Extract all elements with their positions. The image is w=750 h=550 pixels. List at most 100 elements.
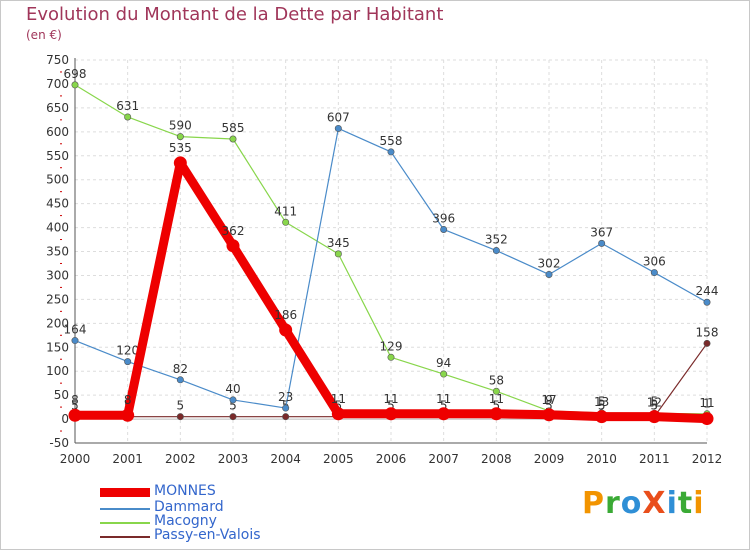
data-label: 11	[331, 392, 346, 406]
data-point	[229, 413, 237, 421]
data-label: 40	[225, 382, 240, 396]
data-label: 13	[594, 395, 609, 409]
data-label: 5	[493, 399, 501, 413]
data-label: 11	[489, 392, 504, 406]
data-point	[492, 387, 500, 395]
data-point	[542, 408, 556, 422]
x-tick-label: 2009	[534, 452, 565, 466]
data-label: 120	[116, 344, 139, 358]
data-point	[229, 396, 237, 404]
data-point	[703, 298, 711, 306]
data-label: 5	[651, 395, 659, 409]
legend-swatch	[100, 522, 150, 524]
legend-label: MONNES	[154, 483, 216, 499]
data-label: 244	[696, 284, 719, 298]
data-point	[229, 135, 237, 143]
data-label: 631	[116, 99, 139, 113]
data-point	[650, 269, 658, 277]
proxiti-logo: ProXiti	[582, 486, 705, 521]
data-point	[124, 358, 132, 366]
chart-subtitle: (en €)	[26, 28, 62, 42]
data-label: 535	[169, 141, 192, 155]
legend-label: Macogny	[154, 513, 217, 529]
x-tick-label: 2010	[586, 452, 617, 466]
data-label: 558	[380, 134, 403, 148]
data-point	[282, 218, 290, 226]
data-label: 585	[222, 121, 245, 135]
y-tick-label: -50	[49, 436, 69, 450]
data-point	[489, 407, 503, 421]
data-label: 302	[538, 256, 561, 270]
y-tick-label: 200	[46, 316, 69, 330]
y-tick-label: 350	[46, 245, 69, 259]
data-label: 9	[545, 393, 553, 407]
data-label: 17	[541, 393, 556, 407]
data-label: 23	[278, 390, 293, 404]
data-label: 362	[222, 224, 245, 238]
legend-label: Dammard	[154, 499, 224, 515]
data-label: 11	[383, 392, 398, 406]
data-point	[68, 408, 82, 422]
data-label: 186	[274, 308, 297, 322]
data-point	[176, 413, 184, 421]
data-point	[598, 239, 606, 247]
data-label: 158	[696, 325, 719, 339]
legend-swatch	[100, 488, 150, 497]
data-label: 411	[274, 204, 297, 218]
data-label: 5	[229, 399, 237, 413]
data-label: 5	[651, 399, 659, 413]
data-point	[595, 410, 609, 424]
data-label: 5	[71, 399, 79, 413]
x-tick-label: 2000	[60, 452, 91, 466]
y-tick-label: 750	[46, 53, 69, 67]
data-point	[121, 408, 135, 422]
x-tick-label: 2003	[218, 452, 249, 466]
x-tick-label: 2011	[639, 452, 670, 466]
data-label: 8	[71, 393, 79, 407]
data-label: 396	[432, 211, 455, 225]
y-tick-label: 100	[46, 364, 69, 378]
data-point	[545, 270, 553, 278]
data-label: 306	[643, 255, 666, 269]
x-tick-label: 2007	[428, 452, 459, 466]
y-tick-label: 700	[46, 77, 69, 91]
data-point	[700, 412, 714, 426]
data-point	[282, 413, 290, 421]
data-point	[437, 407, 451, 421]
data-point	[176, 133, 184, 141]
data-label: 5	[598, 395, 606, 409]
data-label: 367	[590, 225, 613, 239]
data-label: 698	[64, 67, 87, 81]
data-point	[384, 407, 398, 421]
data-label: 11	[699, 396, 714, 410]
data-point	[279, 323, 293, 337]
chart-title: Evolution du Montant de la Dette par Hab…	[26, 4, 444, 25]
data-point	[703, 339, 711, 347]
data-point	[71, 81, 79, 89]
data-label: 164	[64, 323, 87, 337]
x-tick-label: 2008	[481, 452, 512, 466]
x-tick-label: 2006	[376, 452, 407, 466]
data-label: 352	[485, 233, 508, 247]
data-label: 5	[545, 399, 553, 413]
y-tick-label: 600	[46, 125, 69, 139]
y-tick-label: 150	[46, 340, 69, 354]
data-label: 607	[327, 110, 350, 124]
data-label: 82	[173, 362, 188, 376]
data-point	[334, 250, 342, 258]
x-tick-label: 2001	[112, 452, 143, 466]
data-point	[334, 124, 342, 132]
data-label: 129	[380, 339, 403, 353]
y-tick-label: 300	[46, 268, 69, 282]
y-tick-label: 0	[61, 412, 69, 426]
x-tick-label: 2012	[692, 452, 723, 466]
legend-swatch	[100, 508, 150, 510]
x-tick-label: 2002	[165, 452, 196, 466]
legend-swatch	[100, 536, 150, 538]
data-label: 590	[169, 119, 192, 133]
data-label: 5	[598, 399, 606, 413]
data-label: 345	[327, 236, 350, 250]
data-label: 8	[124, 393, 132, 407]
data-point	[176, 376, 184, 384]
